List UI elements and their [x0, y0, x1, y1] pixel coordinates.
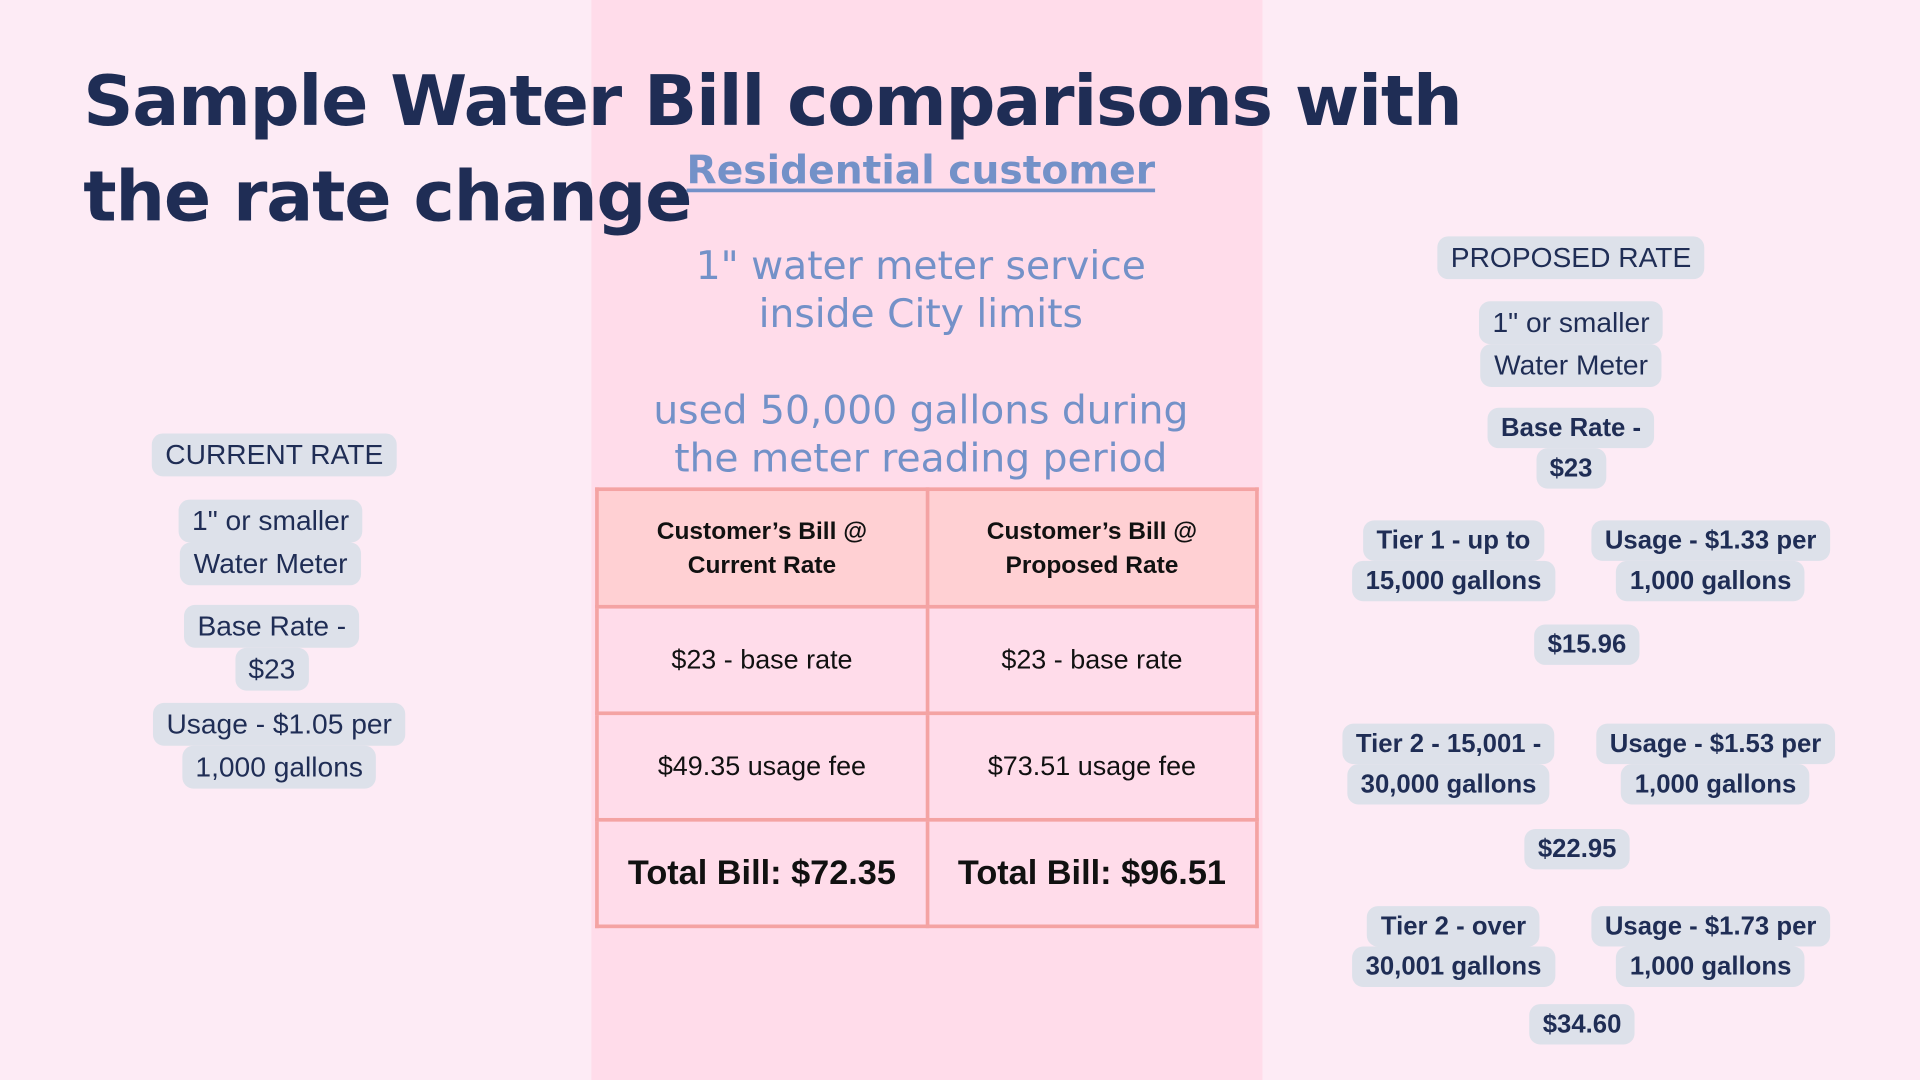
text-line: 1" or smaller: [178, 499, 363, 543]
proposed-base-rate: Base Rate - $23: [1487, 407, 1655, 489]
text-line: Base Rate -: [1487, 407, 1655, 449]
text-line: Customer’s Bill @: [986, 517, 1198, 545]
header-current: Customer’s Bill @ Current Rate: [595, 487, 929, 609]
text-line: 1" or smaller: [1479, 301, 1664, 345]
text-line: $34.60: [1529, 1004, 1635, 1045]
text-line: Base Rate -: [184, 604, 360, 648]
text-line: 1,000 gallons: [1621, 764, 1810, 805]
text-line: inside City limits: [758, 290, 1083, 337]
text-line: Tier 1 - up to: [1363, 520, 1544, 561]
text-line: CURRENT RATE: [151, 433, 397, 477]
tier-1-range: Tier 1 - up to 15,000 gallons: [1352, 520, 1555, 602]
text-line: Customer’s Bill @ Current Rate Customer’s…: [595, 487, 1259, 929]
text-line: Usage - $1.05 per: [152, 702, 406, 746]
text-line: $22.95: [1524, 828, 1630, 870]
current-base-rate: Base Rate - $23: [184, 604, 360, 691]
cell: $49.35 usage fee: [595, 711, 929, 822]
cell: $23 - base rate: [595, 604, 929, 716]
tier-3-amount: $34.60: [1529, 1004, 1635, 1045]
tier-1-rate: Usage - $1.33 per 1,000 gallons: [1591, 520, 1830, 602]
total-current: Total Bill: $72.35: [595, 817, 929, 929]
proposed-meter: 1" or smaller Water Meter: [1479, 301, 1664, 387]
usage-description: used 50,000 gallons during the meter rea…: [591, 387, 1250, 483]
text-line: Water Meter: [180, 542, 362, 586]
text-line: Water Meter: [1480, 344, 1662, 387]
tier-2-amount: $22.95: [1524, 828, 1630, 870]
text-line: Usage - $1.73 per: [1591, 906, 1830, 947]
service-description: 1" water meter service inside City limit…: [591, 242, 1250, 338]
text-line: 30,001 gallons: [1352, 946, 1555, 987]
tier-2-range: Tier 2 - 15,001 -30,000 gallons: [1342, 723, 1555, 805]
text-line: PROPOSED RATE: [1437, 236, 1705, 280]
header-proposed: Customer’s Bill @ Proposed Rate: [925, 487, 1259, 609]
current-meter: 1" or smaller Water Meter: [178, 499, 363, 586]
text-line: $15.96: [1534, 624, 1640, 665]
text-line: Tier 2 - 15,001 -: [1342, 723, 1555, 765]
text-line: used 50,000 gallons during: [653, 386, 1189, 434]
text-line: 15,000 gallons: [1352, 560, 1555, 602]
tier-2-rate: Usage - $1.53 per 1,000 gallons: [1596, 723, 1835, 805]
current-usage-rate: Usage - $1.05 per 1,000 gallons: [152, 702, 406, 789]
text-line: Customer’s Bill @: [656, 517, 868, 545]
text-line: $23: [234, 647, 309, 691]
text-line: Current Rate: [687, 551, 837, 579]
residential-heading: Residential customer: [686, 146, 1156, 194]
tier-3-rate: Usage - $1.73 per 1,000 gallons: [1591, 906, 1830, 987]
text-line: 30,000 gallons: [1347, 764, 1550, 805]
total-proposed: Total Bill: $96.51: [925, 817, 1259, 929]
text-line: 1,000 gallons: [1616, 946, 1805, 987]
tier-1-amount: $15.96: [1534, 624, 1640, 665]
text-line: Usage - $1.53 per: [1596, 723, 1835, 765]
table-header-row: Customer’s Bill @ Current Rate Customer’s…: [595, 487, 1259, 609]
text-line: 1" water meter service: [695, 242, 1146, 289]
title-line: Sample Water Bill comparisons with: [83, 61, 1462, 143]
table-row-total: Total Bill: $72.35 Total Bill: $96.51: [595, 817, 1259, 929]
table-row: $49.35 usage fee $73.51 usage fee: [595, 711, 1259, 822]
current-rate-label: CURRENT RATE: [151, 433, 397, 477]
text-line: Tier 2 - over: [1367, 906, 1540, 947]
text-line: 1,000 gallons: [181, 745, 377, 789]
cell: $73.51 usage fee: [925, 711, 1259, 822]
tier-3-range: Tier 2 - over 30,001 gallons: [1352, 906, 1555, 987]
text-line: Usage - $1.33 per: [1591, 520, 1830, 561]
cell: $23 - base rate: [925, 604, 1259, 716]
page-title: Sample Water Bill comparisons with the r…: [83, 54, 1462, 245]
bill-comparison-table: Customer’s Bill @ Current Rate Customer’s…: [595, 487, 1259, 929]
text-line: $23: [1536, 448, 1606, 489]
text-line: 1,000 gallons: [1616, 560, 1805, 602]
text-line: the meter reading period: [674, 434, 1168, 482]
text-line: Proposed Rate: [1005, 551, 1179, 579]
title-line: the rate change: [83, 156, 692, 238]
proposed-rate-label: PROPOSED RATE: [1437, 236, 1705, 280]
table-row: $23 - base rate $23 - base rate: [595, 604, 1259, 716]
